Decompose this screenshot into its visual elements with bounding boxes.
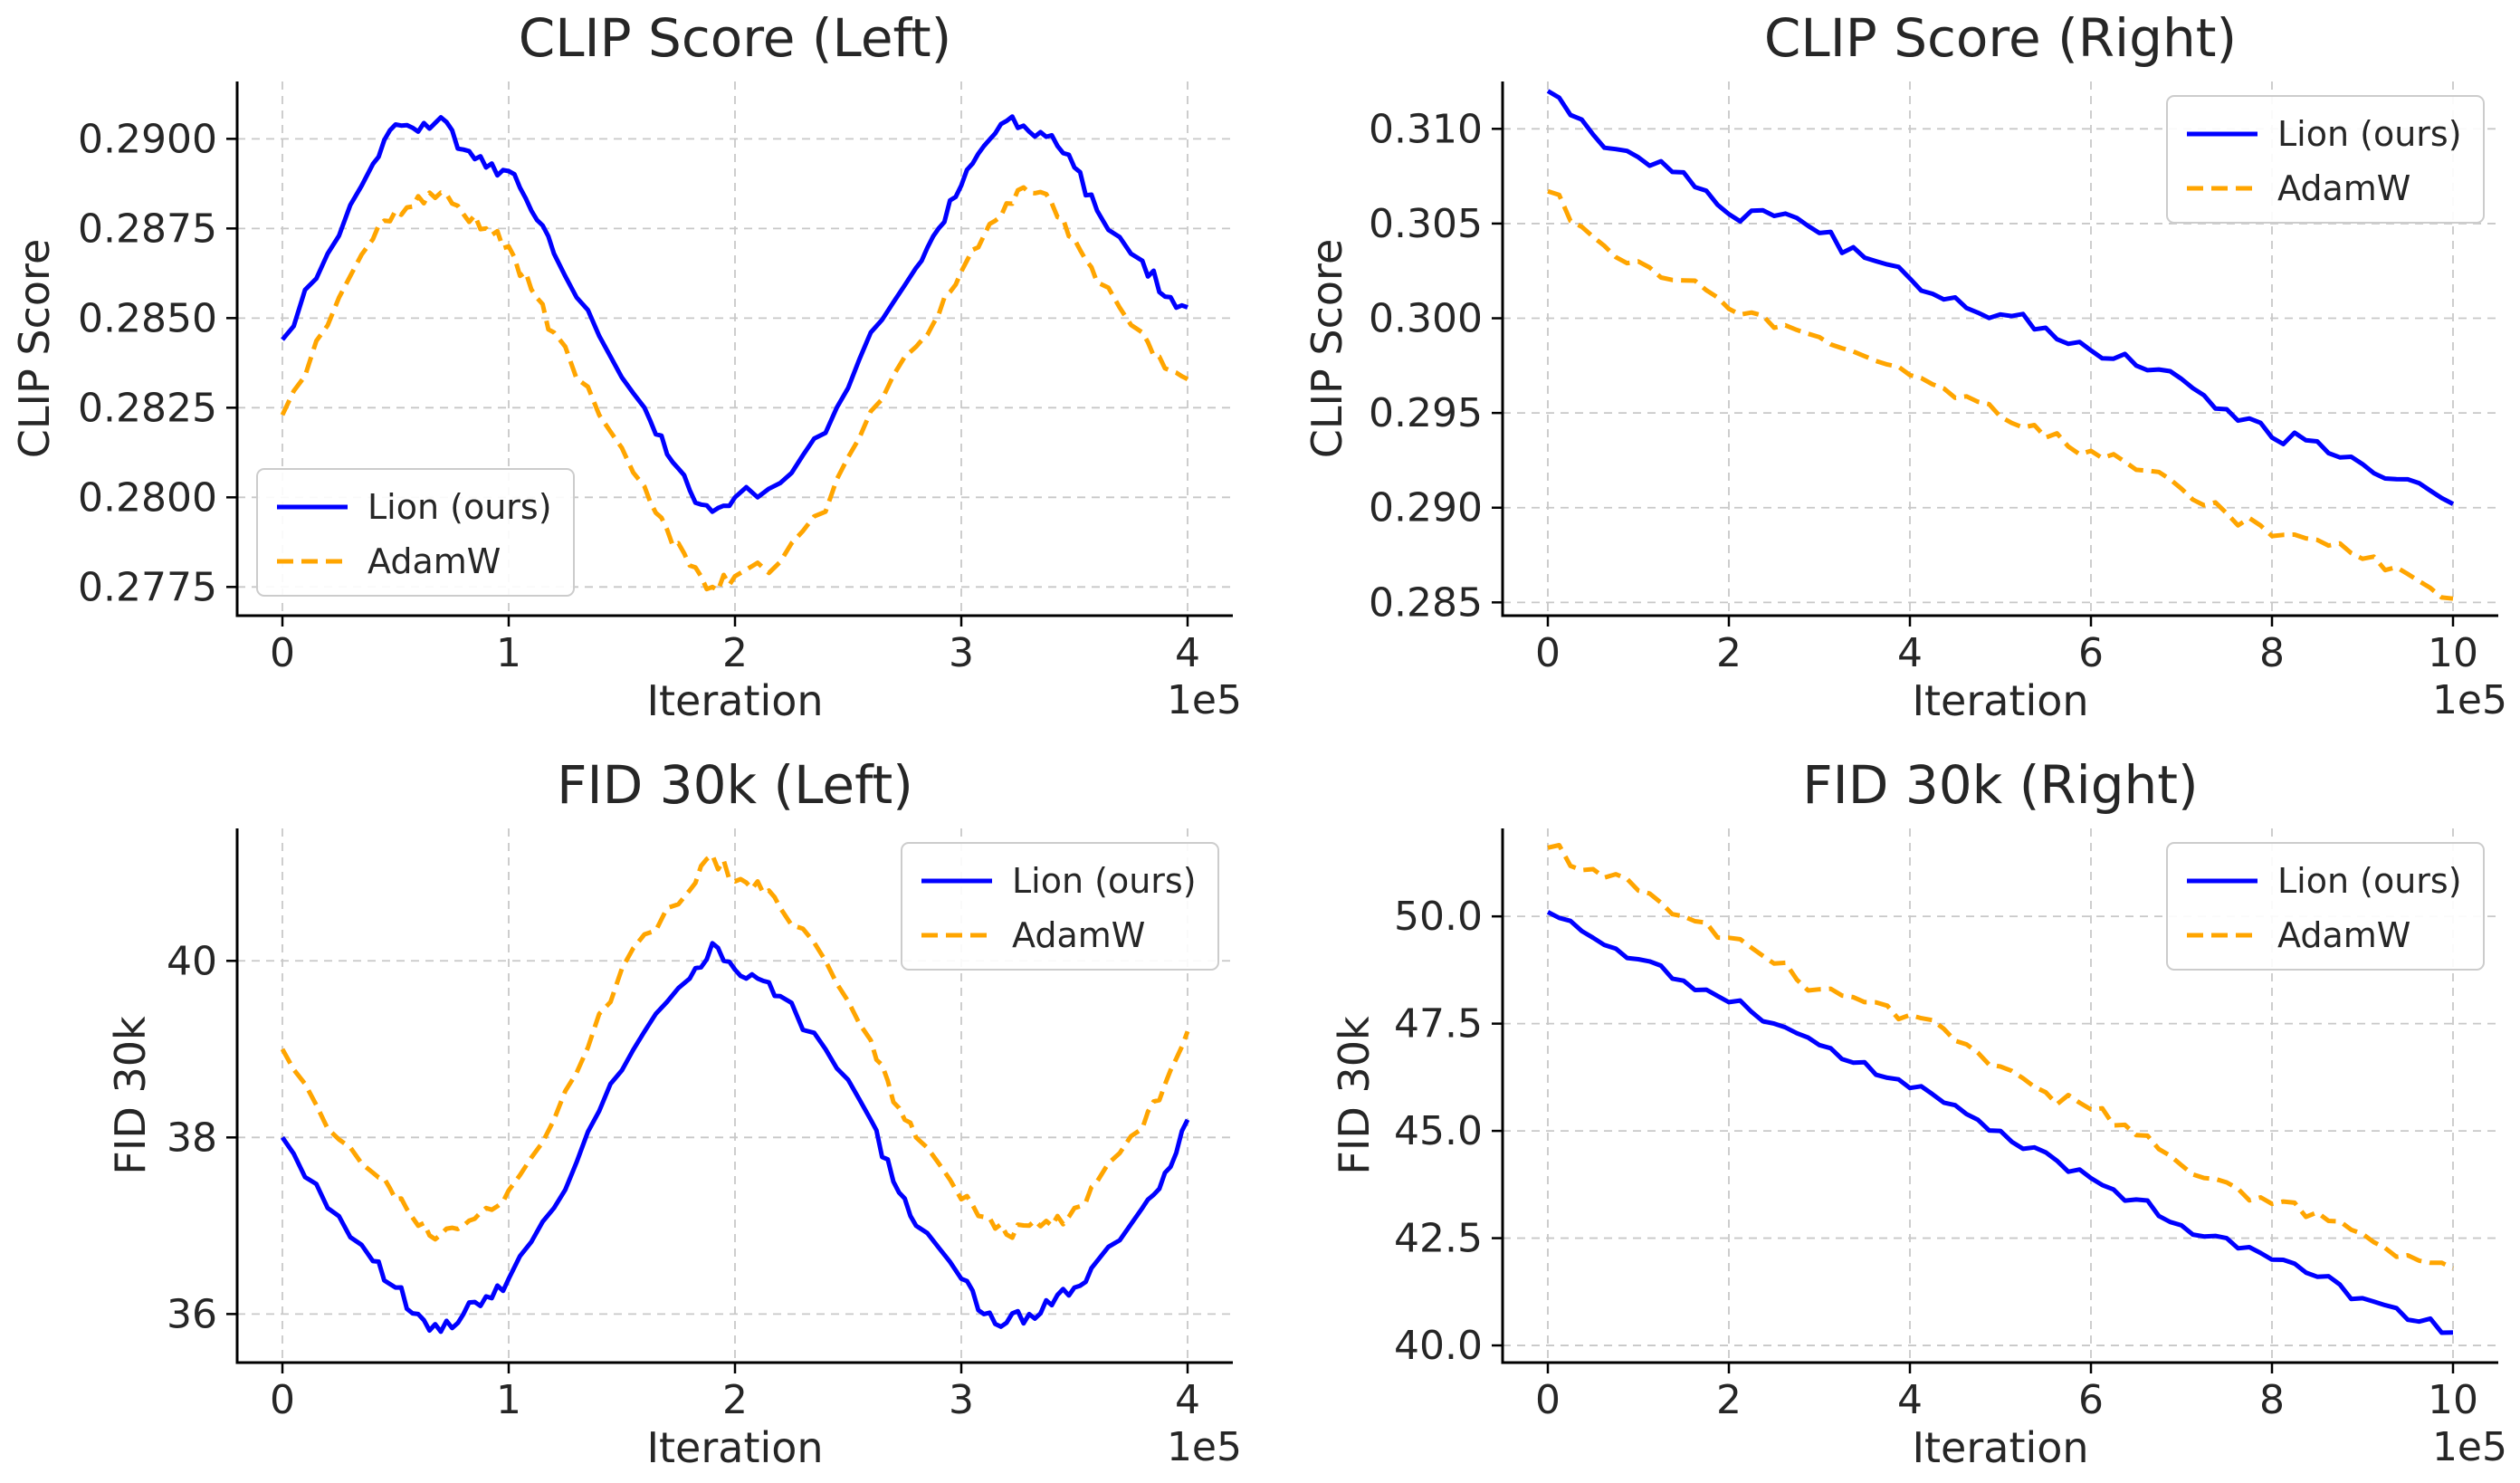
axes-spine <box>1501 828 2498 1364</box>
y-tick-label: 0.2850 <box>78 295 217 341</box>
chart-panel-1: 0 1 2 3 4 0.2775 0.2800 0.2825 0.2850 0.2875 0.290… <box>10 7 1242 725</box>
x-axis-label: Iteration <box>1912 676 2088 725</box>
x-offset-label: 1e5 <box>1167 677 1242 723</box>
axes-spine <box>235 81 1233 617</box>
x-tick-label: 8 <box>2259 630 2285 676</box>
x-tick-label: 3 <box>949 1377 974 1423</box>
x-axis-label: Iteration <box>646 676 823 725</box>
legend-label-adamw: AdamW <box>1012 915 1145 955</box>
legend-label-lion: Lion (ours) <box>368 487 552 527</box>
x-tick-label: 0 <box>1535 630 1561 676</box>
y-tick-label: 0.305 <box>1369 201 1483 247</box>
legend-label-lion: Lion (ours) <box>1012 861 1197 901</box>
legend-label-adamw: AdamW <box>2277 915 2410 955</box>
y-tick-label: 42.5 <box>1394 1216 1483 1262</box>
legend: Lion (ours) AdamW <box>901 842 1219 971</box>
y-tick-label: 0.285 <box>1369 579 1483 626</box>
y-tick-label: 0.2900 <box>78 116 217 162</box>
x-tick-label: 0 <box>270 1377 295 1423</box>
x-axis-label: Iteration <box>646 1423 823 1472</box>
x-tick-label: 2 <box>1716 630 1742 676</box>
x-tick-label: 6 <box>2078 630 2104 676</box>
series-line-lion <box>1546 910 2454 1335</box>
x-tick-label: 4 <box>1897 1377 1923 1423</box>
chart-panel-2: 0 2 4 6 8 10 0.285 0.290 0.295 0.300 0.305 0.310 CLI… <box>1303 7 2507 725</box>
y-tick-label: 38 <box>167 1115 217 1161</box>
legend-frame <box>2166 842 2485 971</box>
chart-title: CLIP Score (Right) <box>1764 7 2237 69</box>
y-axis-label: CLIP Score <box>10 239 59 459</box>
x-tick-label: 6 <box>2078 1377 2104 1423</box>
y-axis-label: CLIP Score <box>1303 239 1351 459</box>
legend-label-adamw: AdamW <box>368 541 501 581</box>
y-tick-label: 50.0 <box>1394 894 1483 940</box>
legend-label-lion: Lion (ours) <box>2277 861 2462 901</box>
chart-title: FID 30k (Right) <box>1802 754 2198 816</box>
x-tick-label: 1 <box>496 1377 521 1423</box>
x-tick-label: 4 <box>1175 630 1200 676</box>
x-tick-label: 4 <box>1897 630 1923 676</box>
y-tick-label: 45.0 <box>1394 1108 1483 1154</box>
y-tick-label: 0.2875 <box>78 206 217 252</box>
series-line-adamw <box>1547 188 2454 601</box>
series-line-adamw <box>1547 843 2455 1270</box>
legend-frame <box>2166 95 2485 224</box>
x-tick-label: 0 <box>1535 1377 1561 1423</box>
legend: Lion (ours) AdamW <box>256 468 575 597</box>
legend: Lion (ours) AdamW <box>2166 95 2485 224</box>
y-tick-label: 0.295 <box>1369 390 1483 436</box>
y-tick-label: 0.310 <box>1369 106 1483 152</box>
series-line-lion <box>281 114 1188 514</box>
chart-title: CLIP Score (Left) <box>519 7 952 69</box>
x-tick-label: 1 <box>496 630 521 676</box>
series-line-adamw <box>280 852 1190 1242</box>
y-axis-label: FID 30k <box>106 1016 155 1175</box>
x-tick-label: 2 <box>722 1377 748 1423</box>
legend-label-adamw: AdamW <box>2277 168 2410 208</box>
series-line-lion <box>280 941 1190 1335</box>
axes-spine <box>235 828 1233 1364</box>
x-tick-label: 0 <box>270 630 295 676</box>
x-tick-label: 2 <box>1716 1377 1742 1423</box>
legend: Lion (ours) AdamW <box>2166 842 2485 971</box>
y-tick-label: 47.5 <box>1394 1001 1483 1048</box>
y-tick-label: 40.0 <box>1394 1323 1483 1369</box>
y-tick-label: 40 <box>167 938 217 984</box>
x-tick-label: 8 <box>2259 1377 2285 1423</box>
y-tick-label: 0.2800 <box>78 474 217 521</box>
x-offset-label: 1e5 <box>2432 677 2507 723</box>
y-axis-label: FID 30k <box>1330 1016 1379 1175</box>
legend-frame <box>256 468 575 597</box>
x-offset-label: 1e5 <box>1167 1424 1242 1470</box>
y-tick-label: 0.2825 <box>78 385 217 431</box>
y-tick-label: 0.300 <box>1369 296 1483 342</box>
chart-title: FID 30k (Left) <box>557 754 913 816</box>
x-tick-label: 4 <box>1175 1377 1200 1423</box>
legend-label-lion: Lion (ours) <box>2277 114 2462 154</box>
y-tick-label: 0.290 <box>1369 485 1483 531</box>
series-line-adamw <box>280 185 1189 593</box>
x-tick-label: 10 <box>2428 630 2478 676</box>
chart-panel-4: 0 2 4 6 8 10 40.0 42.5 45.0 47.5 50.0 FID 30k (Righ… <box>1330 754 2507 1472</box>
x-tick-label: 3 <box>949 630 974 676</box>
x-offset-label: 1e5 <box>2432 1424 2507 1470</box>
y-tick-label: 36 <box>167 1291 217 1337</box>
y-tick-label: 0.2775 <box>78 564 217 610</box>
x-tick-label: 10 <box>2428 1377 2478 1423</box>
x-tick-label: 2 <box>722 630 748 676</box>
legend-frame <box>901 842 1219 971</box>
series-line-lion <box>1546 89 2455 506</box>
x-axis-label: Iteration <box>1912 1423 2088 1472</box>
axes-spine <box>1501 81 2498 617</box>
